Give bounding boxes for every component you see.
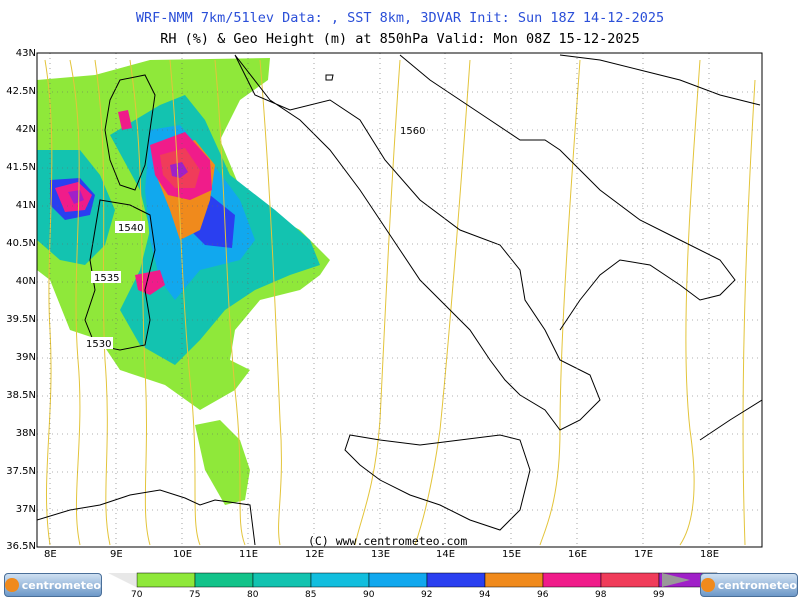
colorbar-label: 85 <box>305 590 317 600</box>
centrometeo-logo-right: centrometeo <box>700 573 798 597</box>
contour-label-1560: 1560 <box>400 126 425 137</box>
lat-label: 42.5N <box>6 86 36 97</box>
colorbar-label: 99 <box>653 590 665 600</box>
rh-field <box>37 58 330 505</box>
lon-label: 15E <box>502 549 522 560</box>
colorbar-swatch <box>194 572 254 588</box>
colorbar-label: 96 <box>537 590 549 600</box>
rh-96-area-n <box>118 110 132 130</box>
logo-text: centrometeo <box>21 578 101 592</box>
contour-label-1535: 1535 <box>94 273 119 284</box>
rh-70-area-south <box>195 420 250 505</box>
lat-label: 40.5N <box>6 238 36 249</box>
balkan-coast <box>559 54 761 106</box>
rh-99-area <box>170 162 188 178</box>
colorbar <box>108 572 718 588</box>
lon-label: 13E <box>371 549 391 560</box>
grid-lines <box>37 53 762 547</box>
colorbar-label: 90 <box>363 590 375 600</box>
lat-label: 39N <box>15 352 36 363</box>
colorbar-label: 92 <box>421 590 433 600</box>
logo-icon <box>701 578 715 592</box>
lat-label: 41.5N <box>6 162 36 173</box>
lat-label: 38.5N <box>6 390 36 401</box>
colorbar-label: 75 <box>189 590 201 600</box>
italy-peninsula-coast <box>234 54 601 431</box>
lon-label: 12E <box>305 549 325 560</box>
geo-height-contours <box>44 59 756 546</box>
lat-label: 41N <box>15 200 36 211</box>
colorbar-swatch <box>368 572 428 588</box>
copyright-text: (C) www.centrometeo.com <box>308 534 468 548</box>
tunisia-coast <box>37 489 256 546</box>
lat-label: 42N <box>15 124 36 135</box>
rh-99-area-w <box>68 190 84 204</box>
sicily-coast <box>344 434 531 531</box>
centrometeo-logo-left: centrometeo <box>4 573 102 597</box>
colorbar-label: 94 <box>479 590 491 600</box>
lon-label: 18E <box>700 549 720 560</box>
colorbar-swatch <box>542 572 602 588</box>
lon-label: 16E <box>568 549 588 560</box>
colorbar-label: 70 <box>131 590 143 600</box>
contour-label-1530: 1530 <box>86 339 111 350</box>
lat-label: 43N <box>15 48 36 59</box>
colorbar-label: 80 <box>247 590 259 600</box>
lon-label: 10E <box>173 549 193 560</box>
colorbar-swatch <box>484 572 544 588</box>
lat-label: 36.5N <box>6 541 36 552</box>
lon-label: 8E <box>44 549 57 560</box>
colorbar-swatch <box>310 572 370 588</box>
colorbar-swatch <box>136 572 196 588</box>
logo-text: centrometeo <box>717 578 797 592</box>
map-subtitle: RH (%) & Geo Height (m) at 850hPa Valid:… <box>160 31 640 47</box>
colorbar-swatch <box>252 572 312 588</box>
lon-label: 14E <box>436 549 456 560</box>
coastlines <box>37 54 762 546</box>
map-title: WRF-NMM 7km/51lev Data: , SST 8km, 3DVAR… <box>135 10 665 26</box>
logo-icon <box>5 578 19 592</box>
map-frame <box>36 52 763 548</box>
lat-label: 39.5N <box>6 314 36 325</box>
colorbar-swatch <box>600 572 660 588</box>
colorbar-swatch <box>426 572 486 588</box>
lon-label: 17E <box>634 549 654 560</box>
lon-label: 9E <box>110 549 123 560</box>
lat-label: 37N <box>15 504 36 515</box>
contour-label-1540: 1540 <box>118 223 143 234</box>
colorbar-label: 98 <box>595 590 607 600</box>
italy-adriatic-coast <box>399 54 736 331</box>
sardinia-coast <box>84 199 156 351</box>
lat-label: 37.5N <box>6 466 36 477</box>
greece-coast <box>699 399 762 441</box>
corsica-coast <box>104 74 156 191</box>
lat-label: 38N <box>15 428 36 439</box>
elba-island <box>325 74 334 81</box>
lon-label: 11E <box>239 549 259 560</box>
lat-label: 40N <box>15 276 36 287</box>
